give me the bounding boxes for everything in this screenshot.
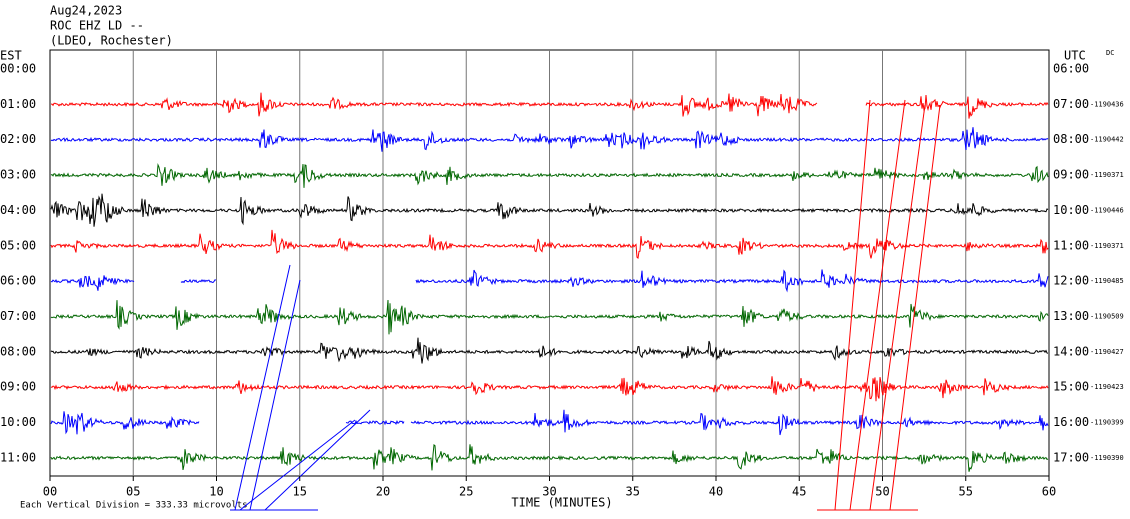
est-label: 04:00	[0, 203, 36, 217]
est-label: 09:00	[0, 380, 36, 394]
est-label: 01:00	[0, 97, 36, 111]
x-tick-label: 50	[875, 485, 889, 499]
utc-label: 08:00	[1053, 132, 1089, 146]
offset-label: -1190371	[1090, 242, 1124, 250]
seismic-trace	[50, 269, 1049, 293]
x-tick-label: 05	[126, 485, 140, 499]
offset-label: -1190442	[1090, 136, 1124, 144]
utc-label: 10:00	[1053, 203, 1089, 217]
offset-label: -1190427	[1090, 348, 1124, 356]
utc-label: 06:00	[1053, 62, 1089, 76]
est-label: 05:00	[0, 238, 36, 252]
offset-label: -1190390	[1090, 454, 1124, 462]
right-zone: UTC	[1064, 49, 1086, 63]
utc-label: 17:00	[1053, 450, 1089, 464]
streak	[889, 104, 941, 511]
seismic-trace	[50, 337, 1049, 364]
x-tick-label: 25	[459, 485, 473, 499]
est-label: 08:00	[0, 344, 36, 358]
scale-note: Each Vertical Division = 333.33 microvol…	[20, 501, 248, 511]
x-tick-label: 15	[293, 485, 307, 499]
offset-label: -1190509	[1090, 313, 1124, 321]
x-tick-label: 10	[209, 485, 223, 499]
streak	[849, 99, 906, 511]
est-label: 02:00	[0, 132, 36, 146]
network: (LDEO, Rochester)	[50, 34, 173, 48]
offset-label: -1190446	[1090, 206, 1124, 214]
seismic-trace	[51, 92, 1049, 119]
streak	[834, 99, 871, 511]
est-label: 06:00	[0, 274, 36, 288]
x-tick-label: 00	[43, 485, 57, 499]
offset-label: -1190423	[1090, 383, 1124, 391]
seismic-trace	[50, 409, 1049, 436]
x-tick-label: 60	[1042, 485, 1056, 499]
streak	[249, 279, 301, 511]
streak	[239, 419, 356, 511]
streak	[869, 104, 926, 511]
est-label: 07:00	[0, 309, 36, 323]
offset-label: -1190399	[1090, 419, 1124, 427]
est-label: 00:00	[0, 62, 36, 76]
x-tick-label: 45	[792, 485, 806, 499]
utc-label: 16:00	[1053, 415, 1089, 429]
utc-label: 12:00	[1053, 274, 1089, 288]
offset-label: -1190436	[1090, 100, 1124, 108]
est-label: 10:00	[0, 415, 36, 429]
utc-label: 07:00	[1053, 97, 1089, 111]
seismic-trace	[50, 376, 1049, 402]
station: ROC EHZ LD --	[50, 19, 144, 33]
seismic-trace	[50, 193, 1049, 227]
seismic-trace	[50, 299, 1049, 335]
dc-label: DC	[1106, 49, 1114, 57]
x-tick-label: 40	[709, 485, 723, 499]
seismic-trace	[50, 127, 1049, 152]
date: Aug24,2023	[50, 4, 122, 18]
streak	[234, 264, 291, 511]
est-label: 11:00	[0, 450, 36, 464]
est-label: 03:00	[0, 168, 36, 182]
utc-label: 15:00	[1053, 380, 1089, 394]
utc-label: 13:00	[1053, 309, 1089, 323]
x-tick-label: 55	[959, 485, 973, 499]
offset-label: -1190371	[1090, 171, 1124, 179]
utc-label: 14:00	[1053, 344, 1089, 358]
seismic-trace	[50, 444, 1049, 472]
streak	[264, 409, 371, 511]
seismic-trace	[50, 229, 1049, 260]
left-zone: EST	[0, 49, 22, 63]
offset-label: -1190485	[1090, 277, 1124, 285]
x-tick-label: 30	[542, 485, 556, 499]
utc-label: 09:00	[1053, 168, 1089, 182]
x-axis-title: TIME (MINUTES)	[511, 496, 612, 510]
x-tick-label: 35	[626, 485, 640, 499]
utc-label: 11:00	[1053, 238, 1089, 252]
x-tick-label: 20	[376, 485, 390, 499]
seismic-trace	[50, 163, 1049, 188]
